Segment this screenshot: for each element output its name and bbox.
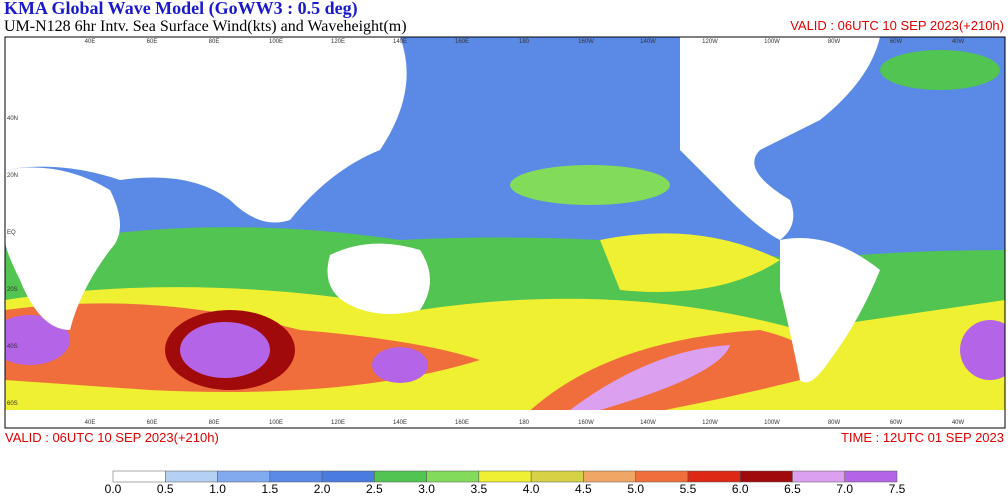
longitude-label: 40E	[85, 420, 96, 426]
wave-core	[180, 322, 270, 378]
colorbar-swatch	[844, 470, 898, 483]
subtitle: UM-N128 6hr Intv. Sea Surface Wind(kts) …	[4, 18, 407, 35]
wave-core	[372, 347, 428, 383]
colorbar-label: 2.5	[366, 482, 383, 496]
longitude-label: 140W	[640, 420, 656, 426]
longitude-label: 140E	[393, 39, 407, 45]
longitude-label: 160E	[455, 39, 469, 45]
colorbar-label: 7.0	[836, 482, 853, 496]
colorbar-swatch	[478, 470, 532, 483]
colorbar-label: 4.5	[575, 482, 592, 496]
longitude-label: 140E	[393, 420, 407, 426]
longitude-label: 160E	[455, 420, 469, 426]
longitude-label: 120E	[331, 39, 345, 45]
colorbar-label: 5.0	[627, 482, 644, 496]
colorbar: 0.0 0.5 1.0 1.5 2.0 2.5 3.0 3.5 4.0 4.5 5.0 5.5 6.0 6…	[105, 470, 906, 496]
land-south-america	[780, 238, 880, 383]
latitude-label: 20N	[7, 173, 18, 179]
colorbar-label: 7.5	[889, 482, 906, 496]
longitude-label: 60W	[890, 420, 903, 426]
colorbar-swatch	[583, 470, 636, 483]
latitude-label: 60S	[7, 401, 18, 407]
colorbar-swatch	[269, 470, 323, 483]
longitude-label: 120W	[702, 420, 718, 426]
colorbar-label: 1.0	[209, 482, 226, 496]
longitude-label: 40W	[952, 39, 965, 45]
longitude-label: 100W	[764, 420, 780, 426]
land-north-america	[680, 37, 880, 240]
geo-labels: 40E 40E 60E 60E 80E 80E 100E 100E 120E 120E 140E 14…	[7, 39, 965, 426]
land-australia	[327, 243, 430, 314]
longitude-label: 80E	[209, 420, 220, 426]
longitude-label: 140W	[640, 39, 656, 45]
longitude-label: 60E	[147, 420, 158, 426]
colorbar-label: 1.5	[261, 482, 278, 496]
colorbar-swatch	[687, 470, 741, 483]
wave-core	[960, 320, 1005, 380]
colorbar-label: 0.5	[157, 482, 174, 496]
colorbar-label: 4.0	[523, 482, 540, 496]
colorbar-swatch	[374, 470, 427, 483]
colorbar-label: 6.0	[732, 482, 749, 496]
latitude-label: 40N	[7, 116, 18, 122]
longitude-label: 180	[519, 39, 530, 45]
wave-band	[510, 165, 670, 205]
land-africa	[5, 167, 120, 330]
map	[5, 37, 1005, 428]
land-eurasia	[5, 37, 407, 223]
valid-bottom: VALID : 06UTC 10 SEP 2023(+210h)	[5, 430, 219, 445]
longitude-label: 80W	[828, 39, 841, 45]
wave-core	[5, 315, 70, 365]
colorbar-swatch	[321, 470, 375, 483]
longitude-label: 100E	[269, 420, 283, 426]
latitude-label: 40S	[7, 344, 18, 350]
longitude-label: 80E	[209, 39, 220, 45]
colorbar-swatch	[112, 470, 166, 483]
wave-band	[600, 233, 780, 292]
colorbar-swatch	[426, 470, 480, 483]
colorbar-label: 5.5	[680, 482, 697, 496]
longitude-label: 80W	[828, 420, 841, 426]
colorbar-swatch	[165, 470, 218, 483]
latitude-label: 20S	[7, 287, 18, 293]
colorbar-label: 6.5	[784, 482, 801, 496]
colorbar-swatch	[792, 470, 845, 483]
colorbar-swatch	[635, 470, 689, 483]
land-antarctica	[5, 410, 1005, 428]
colorbar-swatch	[739, 470, 793, 483]
longitude-label: 160W	[578, 39, 594, 45]
colorbar-label: 2.0	[314, 482, 331, 496]
longitude-label: 160W	[578, 420, 594, 426]
longitude-label: 100W	[764, 39, 780, 45]
title: KMA Global Wave Model (GoWW3 : 0.5 deg)	[4, 0, 358, 19]
colorbar-swatch	[217, 470, 271, 483]
run-time: TIME : 12UTC 01 SEP 2023	[841, 430, 1004, 445]
wave-core	[570, 345, 730, 410]
colorbar-swatch	[530, 470, 584, 483]
wave-band	[880, 50, 1000, 90]
longitude-label: 100E	[269, 39, 283, 45]
colorbar-label: 0.0	[105, 482, 122, 496]
colorbar-label: 3.0	[418, 482, 435, 496]
longitude-label: 120W	[702, 39, 718, 45]
longitude-label: 40W	[952, 420, 965, 426]
map-frame	[4, 36, 1006, 429]
latitude-label: EQ	[7, 230, 16, 236]
valid-top: VALID : 06UTC 10 SEP 2023(+210h)	[790, 18, 1004, 33]
longitude-label: 40E	[85, 39, 96, 45]
longitude-label: 180	[519, 420, 530, 426]
colorbar-label: 3.5	[471, 482, 488, 496]
longitude-label: 60W	[890, 39, 903, 45]
longitude-label: 60E	[147, 39, 158, 45]
longitude-label: 120E	[331, 420, 345, 426]
